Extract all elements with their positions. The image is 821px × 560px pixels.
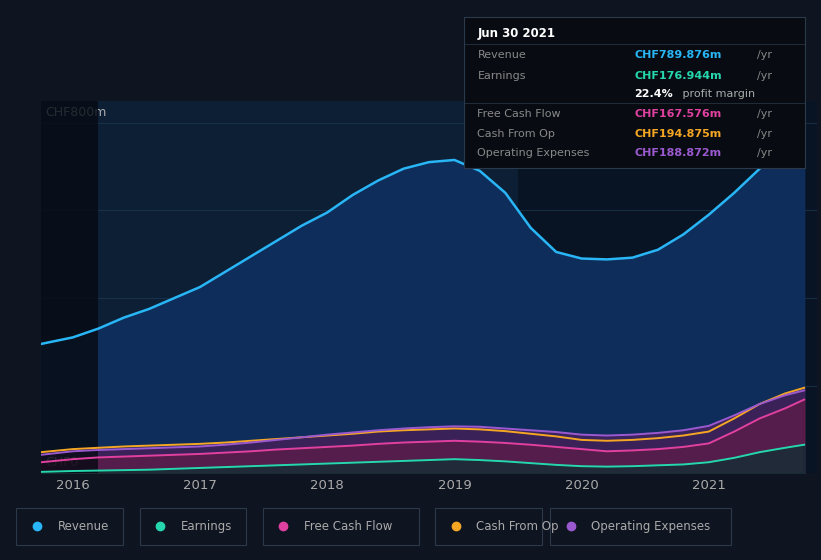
Text: CHF194.875m: CHF194.875m <box>635 129 722 139</box>
Bar <box>41 101 99 473</box>
Text: /yr: /yr <box>757 109 772 119</box>
Text: Cash From Op: Cash From Op <box>478 129 555 139</box>
Text: Earnings: Earnings <box>478 71 526 81</box>
Text: CHF167.576m: CHF167.576m <box>635 109 722 119</box>
Text: CHF188.872m: CHF188.872m <box>635 148 722 158</box>
Text: CHF800m: CHF800m <box>45 106 106 119</box>
Text: Free Cash Flow: Free Cash Flow <box>478 109 561 119</box>
Text: /yr: /yr <box>757 71 772 81</box>
Text: Revenue: Revenue <box>478 50 526 60</box>
Text: /yr: /yr <box>757 129 772 139</box>
Text: Jun 30 2021: Jun 30 2021 <box>478 27 556 40</box>
Bar <box>518 101 817 473</box>
Text: /yr: /yr <box>757 148 772 158</box>
Text: Cash From Op: Cash From Op <box>476 520 558 533</box>
Text: CHF0: CHF0 <box>45 456 78 469</box>
Text: profit margin: profit margin <box>678 90 754 99</box>
Text: Earnings: Earnings <box>181 520 232 533</box>
Text: CHF789.876m: CHF789.876m <box>635 50 722 60</box>
Text: Operating Expenses: Operating Expenses <box>478 148 589 158</box>
Text: /yr: /yr <box>757 50 772 60</box>
Text: Free Cash Flow: Free Cash Flow <box>304 520 392 533</box>
Text: Revenue: Revenue <box>57 520 109 533</box>
Text: 22.4%: 22.4% <box>635 90 673 99</box>
Text: CHF176.944m: CHF176.944m <box>635 71 722 81</box>
Text: Operating Expenses: Operating Expenses <box>591 520 710 533</box>
